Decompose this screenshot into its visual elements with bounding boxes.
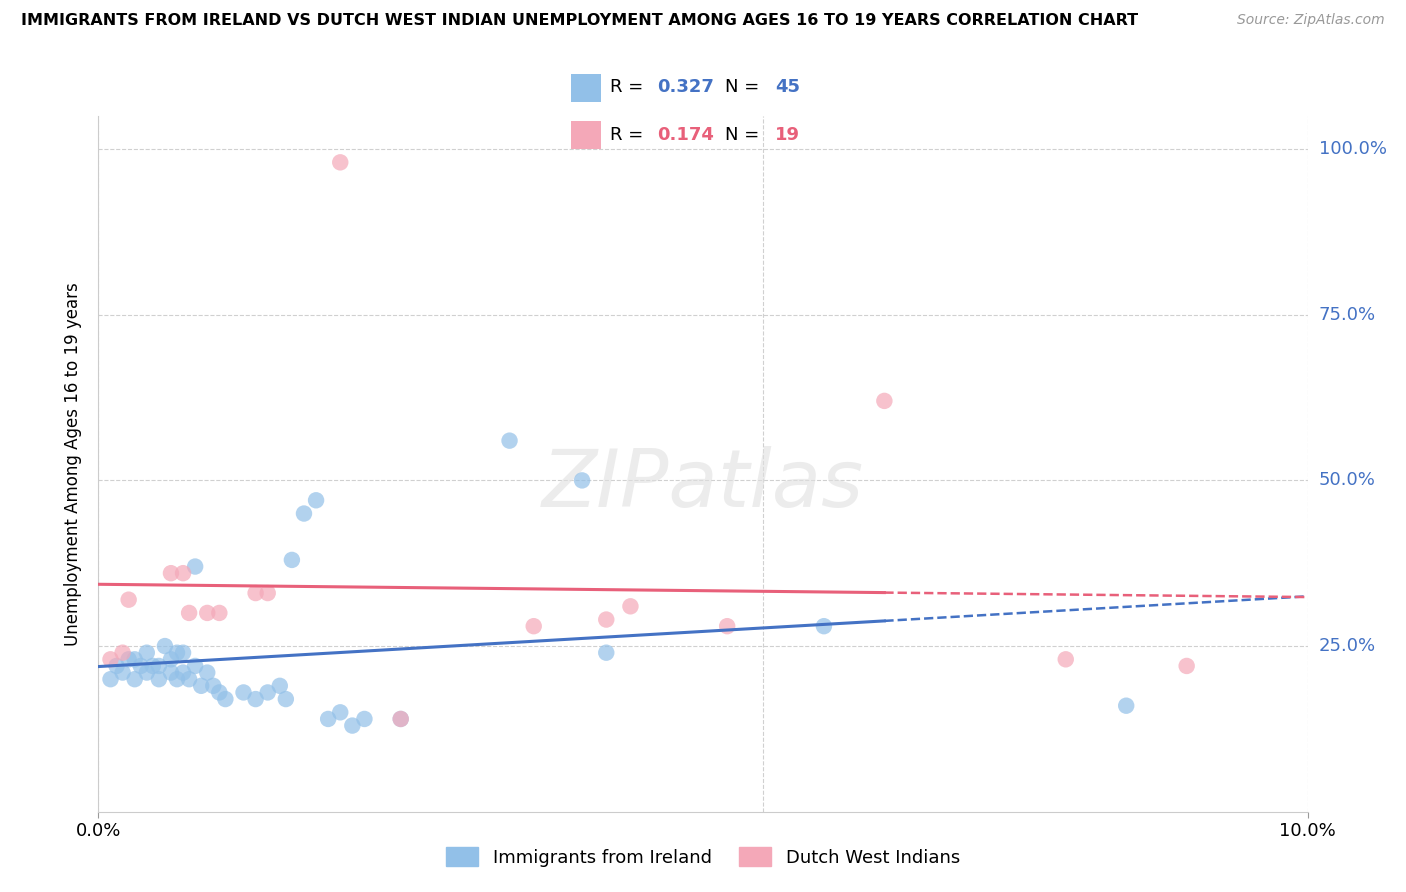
Point <box>135 665 157 680</box>
Point <box>195 665 218 680</box>
Point <box>111 646 134 660</box>
Point <box>292 507 315 521</box>
Point <box>172 665 194 680</box>
Point <box>179 672 201 686</box>
Text: 50.0%: 50.0% <box>1319 471 1375 490</box>
Point <box>142 659 165 673</box>
Point <box>172 646 194 660</box>
Point <box>873 393 896 408</box>
Point <box>1054 652 1077 666</box>
Point <box>619 599 641 614</box>
Point <box>232 685 254 699</box>
Point <box>100 652 122 666</box>
Y-axis label: Unemployment Among Ages 16 to 19 years: Unemployment Among Ages 16 to 19 years <box>65 282 83 646</box>
Point <box>100 672 122 686</box>
Point <box>153 639 176 653</box>
Point <box>245 586 267 600</box>
Point <box>195 606 218 620</box>
Point <box>595 613 617 627</box>
Bar <box>571 74 600 102</box>
Point <box>105 659 128 673</box>
Point <box>389 712 412 726</box>
Legend: Immigrants from Ireland, Dutch West Indians: Immigrants from Ireland, Dutch West Indi… <box>439 840 967 874</box>
Point <box>202 679 225 693</box>
Text: 19: 19 <box>775 126 800 144</box>
Point <box>148 672 170 686</box>
Text: 0.174: 0.174 <box>657 126 714 144</box>
Point <box>208 606 231 620</box>
Text: 25.0%: 25.0% <box>1319 637 1376 655</box>
Text: R =: R = <box>610 126 648 144</box>
Point <box>329 155 352 169</box>
Point <box>305 493 328 508</box>
Point <box>329 706 352 720</box>
Point <box>571 474 593 488</box>
Point <box>353 712 375 726</box>
Text: N =: N = <box>725 78 765 96</box>
Point <box>179 606 201 620</box>
Text: 100.0%: 100.0% <box>1319 140 1386 158</box>
Point <box>118 652 141 666</box>
Text: 45: 45 <box>775 78 800 96</box>
Point <box>184 659 207 673</box>
Point <box>124 672 146 686</box>
Text: ZIPatlas: ZIPatlas <box>541 446 865 524</box>
Point <box>190 679 212 693</box>
Point <box>135 646 157 660</box>
Point <box>214 692 236 706</box>
Point <box>166 672 188 686</box>
Point <box>342 718 364 732</box>
Point <box>160 665 183 680</box>
Point <box>160 652 183 666</box>
Point <box>184 559 207 574</box>
Point <box>1115 698 1137 713</box>
Point <box>281 553 304 567</box>
Text: R =: R = <box>610 78 648 96</box>
Point <box>172 566 194 581</box>
Point <box>129 659 152 673</box>
Point <box>316 712 339 726</box>
Point <box>498 434 520 448</box>
Point <box>269 679 291 693</box>
Point <box>124 652 146 666</box>
Point <box>523 619 546 633</box>
Point <box>148 659 170 673</box>
Point <box>595 646 617 660</box>
Text: Source: ZipAtlas.com: Source: ZipAtlas.com <box>1237 13 1385 28</box>
Point <box>256 685 278 699</box>
Point <box>256 586 278 600</box>
Point <box>166 646 188 660</box>
Point <box>813 619 835 633</box>
Point <box>274 692 297 706</box>
Point <box>1175 659 1198 673</box>
Point <box>245 692 267 706</box>
Bar <box>571 121 600 149</box>
Text: 75.0%: 75.0% <box>1319 306 1376 324</box>
Point <box>716 619 738 633</box>
Point <box>160 566 183 581</box>
Text: N =: N = <box>725 126 765 144</box>
Point <box>118 592 141 607</box>
Point <box>111 665 134 680</box>
Point <box>389 712 412 726</box>
Text: IMMIGRANTS FROM IRELAND VS DUTCH WEST INDIAN UNEMPLOYMENT AMONG AGES 16 TO 19 YE: IMMIGRANTS FROM IRELAND VS DUTCH WEST IN… <box>21 13 1139 29</box>
Text: 0.327: 0.327 <box>657 78 714 96</box>
Point <box>208 685 231 699</box>
